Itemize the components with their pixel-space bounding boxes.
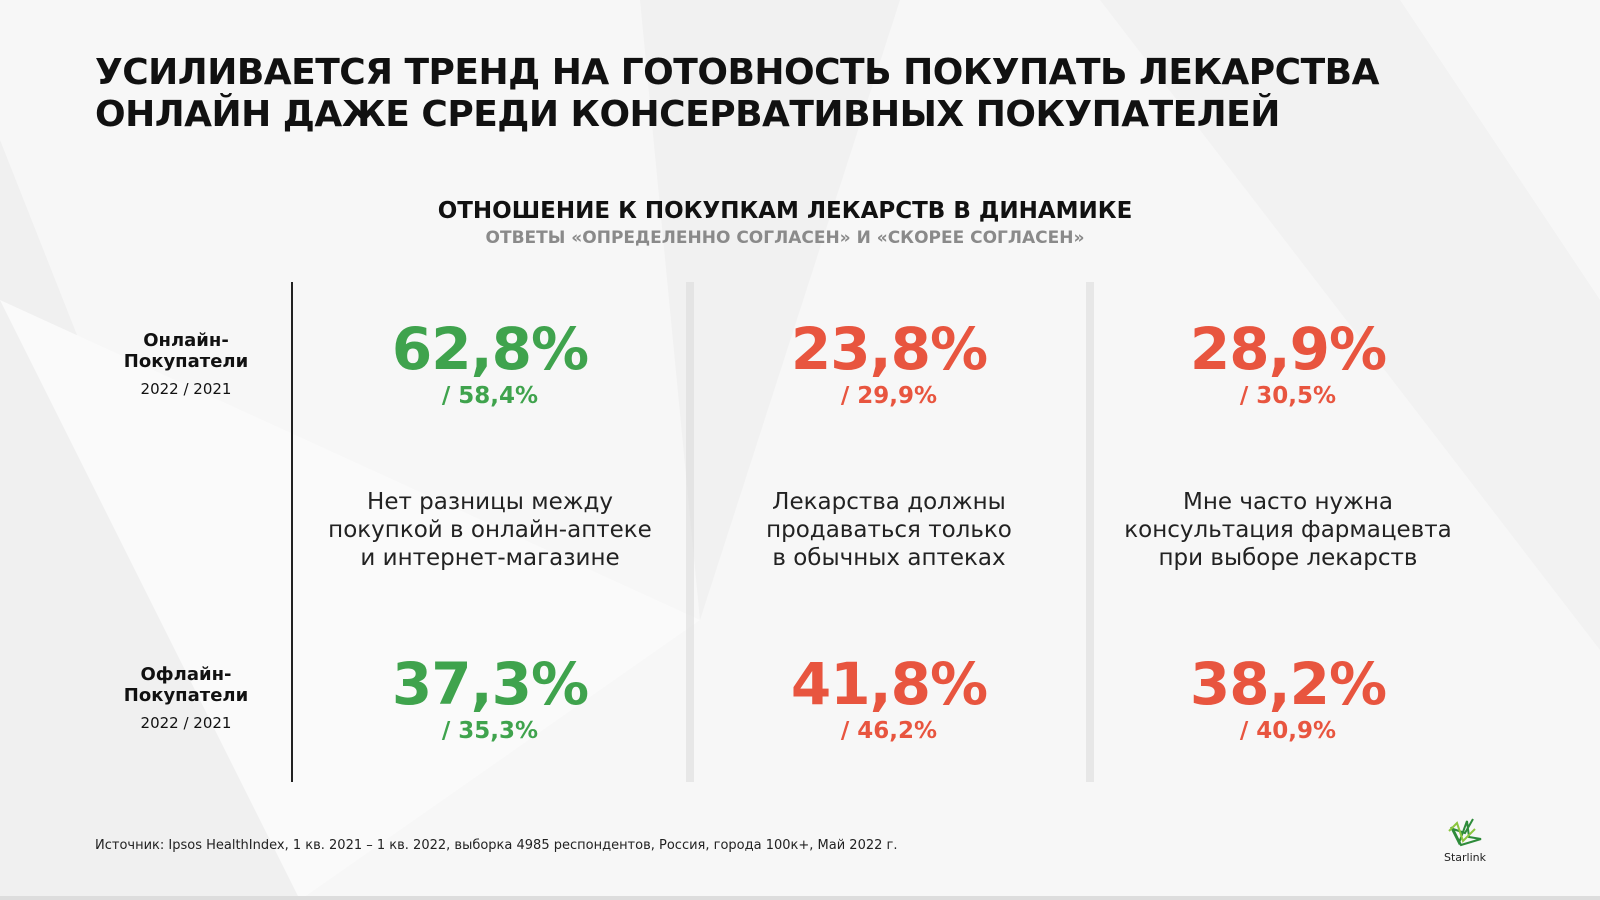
value-2021: / 35,3% — [441, 718, 539, 744]
statement-line: в обычных аптеках — [772, 545, 1006, 571]
statement-line: продаваться только — [766, 517, 1012, 543]
starlink-logo-icon — [1448, 818, 1482, 847]
offline-stat: 37,3%/ 35,3% — [300, 652, 680, 746]
value-2021: / 30,5% — [1239, 383, 1337, 409]
statement-line: и интернет-магазине — [360, 545, 620, 571]
source-note: Источник: Ipsos HealthIndex, 1 кв. 2021 … — [95, 838, 898, 853]
title-line: УСИЛИВАЕТСЯ ТРЕНД НА ГОТОВНОСТЬ ПОКУПАТЬ… — [95, 52, 1379, 93]
statement-line: Нет разницы между — [367, 489, 613, 515]
value-2022: 28,9% — [1189, 315, 1387, 383]
row-label-line: Офлайн- — [140, 664, 232, 685]
starlink-logo: Starlink — [1440, 815, 1490, 864]
chart-subtitle-note: ОТВЕТЫ «ОПРЕДЕЛЕННО СОГЛАСЕН» И «СКОРЕЕ … — [485, 228, 1085, 248]
value-2022: 38,2% — [1189, 650, 1387, 718]
value-2021: / 58,4% — [441, 383, 539, 409]
column-separator — [686, 282, 694, 782]
online-stat: 62,8%/ 58,4% — [300, 317, 680, 411]
divider — [291, 282, 293, 782]
statement-text: Нет разницы между покупкой в онлайн-аптек… — [300, 488, 680, 572]
statement-line: Лекарства должны — [772, 489, 1006, 515]
column-separator — [1086, 282, 1094, 782]
statement-text: Мне часто нужна консультация фармацевта пр… — [1098, 488, 1478, 572]
statement-line: Мне часто нужна — [1183, 489, 1393, 515]
value-2022: 62,8% — [391, 315, 589, 383]
offline-stat: 38,2%/ 40,9% — [1098, 652, 1478, 746]
value-2022: 41,8% — [790, 650, 988, 718]
statement-line: покупкой в онлайн-аптеке — [328, 517, 652, 543]
logo-text: Starlink — [1443, 851, 1486, 864]
title-line: ОНЛАЙН ДАЖЕ СРЕДИ КОНСЕРВАТИВНЫХ ПОКУПАТ… — [95, 94, 1280, 135]
value-2022: 23,8% — [790, 315, 988, 383]
offline-stat: 41,8%/ 46,2% — [699, 652, 1079, 746]
row-years: 2022 / 2021 — [140, 380, 232, 398]
row-label-line: Онлайн- — [143, 330, 229, 351]
statement-line: консультация фармацевта — [1124, 517, 1452, 543]
value-2021: / 40,9% — [1239, 718, 1337, 744]
row-years: 2022 / 2021 — [140, 714, 232, 732]
statement-line: при выборе лекарств — [1158, 545, 1418, 571]
online-stat: 23,8%/ 29,9% — [699, 317, 1079, 411]
online-stat: 28,9%/ 30,5% — [1098, 317, 1478, 411]
statement-text: Лекарства должны продаваться только в обыч… — [699, 488, 1079, 572]
value-2021: / 46,2% — [840, 718, 938, 744]
value-2022: 37,3% — [391, 650, 589, 718]
chart-subtitle: ОТНОШЕНИЕ К ПОКУПКАМ ЛЕКАРСТВ В ДИНАМИКЕ — [437, 198, 1133, 224]
page-title: УСИЛИВАЕТСЯ ТРЕНД НА ГОТОВНОСТЬ ПОКУПАТЬ… — [95, 52, 1379, 136]
value-2021: / 29,9% — [840, 383, 938, 409]
row-label-line: Покупатели — [123, 351, 249, 372]
row-label-online: Онлайн- Покупатели 2022 / 2021 — [106, 330, 266, 398]
row-label-offline: Офлайн- Покупатели 2022 / 2021 — [106, 664, 266, 732]
row-label-line: Покупатели — [123, 685, 249, 706]
